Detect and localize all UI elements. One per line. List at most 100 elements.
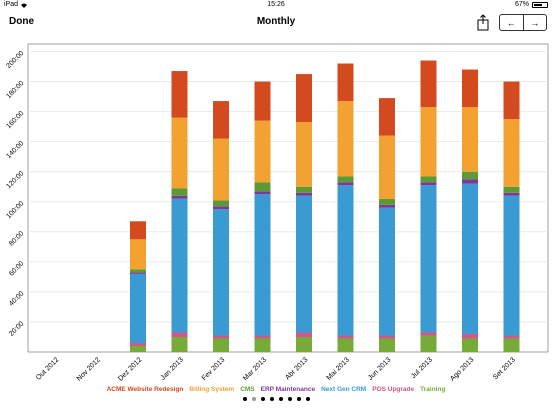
bar-segment [503, 81, 520, 120]
page-dot[interactable] [242, 397, 247, 401]
bar-segment [462, 171, 478, 180]
battery-percent: 67% [514, 1, 529, 8]
legend-item: Training [420, 386, 446, 393]
bar-segment [296, 195, 312, 333]
x-tick-label: Fev 2013 [201, 356, 227, 382]
page-indicator[interactable] [0, 397, 552, 401]
bar-segment [130, 272, 146, 274]
bar-segment [337, 101, 354, 177]
bar-segment [462, 107, 478, 172]
status-time: 15:26 [267, 1, 285, 8]
bar-segment [213, 209, 229, 336]
page-dot[interactable] [269, 397, 274, 401]
bar-segment [462, 333, 478, 339]
device-name: iPad [4, 1, 19, 8]
page-dot[interactable] [251, 397, 256, 401]
x-tick-label: Mar 2013 [242, 356, 268, 382]
bar-segment [337, 338, 354, 352]
bar-segment [420, 176, 437, 183]
bar-segment [254, 335, 271, 339]
bar-segment [130, 221, 146, 240]
plot-frame [27, 43, 549, 353]
bar-segment [171, 195, 188, 199]
y-tick-label: 40:00 [8, 290, 25, 307]
period-navigator: ← → [499, 14, 547, 31]
bar-segment [296, 332, 312, 337]
bar-segment [171, 117, 188, 189]
bar-segment [379, 98, 395, 136]
y-tick-label: 60:00 [8, 260, 25, 277]
bar-segment [420, 182, 437, 186]
bar-segment [254, 191, 271, 195]
bar-segment [503, 195, 520, 336]
done-button[interactable]: Done [9, 16, 34, 27]
bar-segment [171, 198, 188, 333]
bar-segment [337, 335, 354, 339]
bar-segment [296, 192, 312, 196]
bar-segment [130, 342, 146, 346]
x-tick-label: Jan 2013 [160, 356, 185, 381]
page-dot[interactable] [260, 397, 265, 401]
bar-segment [213, 200, 229, 207]
legend-item: Billing System [189, 386, 235, 393]
page-dot[interactable] [305, 397, 310, 401]
bar-segment [296, 122, 312, 187]
bar-segment [296, 336, 312, 352]
bar-segment [130, 269, 146, 273]
bar-segment [379, 198, 395, 205]
x-tick-label: Abr 2013 [284, 356, 309, 381]
x-tick-label: Ago 2013 [449, 356, 475, 382]
bar-segment [503, 186, 520, 193]
chart-legend: ACME Website Redesign Billing System CMS ER… [0, 386, 552, 393]
y-tick-label: 20:00 [8, 320, 25, 337]
bar-segment [130, 345, 146, 352]
page-dot[interactable] [278, 397, 283, 401]
wifi-icon [21, 3, 28, 8]
previous-period-button[interactable]: ← [500, 15, 524, 30]
legend-item: Next Gen CRM [321, 386, 367, 393]
legend-item: CMS [240, 386, 255, 393]
bar-segment [213, 138, 229, 201]
bar-segment [420, 60, 437, 108]
x-tick-label: Dez 2012 [117, 356, 143, 382]
status-right: 67% [515, 1, 548, 8]
status-bar: iPad 15:26 67% [0, 0, 552, 10]
bar-segment [254, 182, 271, 192]
bar-segment [503, 338, 520, 352]
x-tick-label: Out 2012 [35, 356, 60, 381]
bar-segment [462, 183, 478, 334]
bar-segment [296, 186, 312, 193]
page-dot[interactable] [287, 397, 292, 401]
bar-segment [462, 338, 478, 352]
bar-segment [503, 119, 520, 187]
bar-segment [254, 338, 271, 352]
bar-segment [379, 204, 395, 208]
bar-segment [337, 176, 354, 183]
bar-segment [254, 120, 271, 183]
navigation-bar: Done Monthly ← → [0, 10, 552, 36]
bar-segment [171, 188, 188, 196]
bar-segment [379, 207, 395, 336]
bar-segment [213, 206, 229, 210]
bar-segment [337, 182, 354, 186]
y-tick-label: 200:00 [5, 50, 25, 70]
bar-segment [130, 273, 146, 343]
legend-item: POS Upgrade [372, 386, 415, 393]
share-icon[interactable] [476, 14, 490, 31]
x-tick-label: Nov 2012 [76, 356, 102, 382]
bar-segment [337, 63, 354, 102]
bar-segment [503, 192, 520, 196]
x-tick-label: Mai 2013 [326, 356, 351, 381]
x-tick-label: Set 2013 [492, 356, 517, 381]
legend-item: ACME Website Redesign [106, 386, 184, 393]
bar-segment [337, 185, 354, 336]
page-dot[interactable] [296, 397, 301, 401]
bar-segment [420, 332, 437, 336]
bar-segment [462, 69, 478, 108]
x-tick-label: Jun 2013 [367, 356, 392, 381]
bar-segment [462, 179, 478, 184]
next-period-button[interactable]: → [530, 17, 540, 28]
status-left: iPad [4, 1, 28, 8]
y-tick-label: 140:00 [5, 140, 25, 160]
y-tick-label: 80:00 [8, 230, 25, 247]
